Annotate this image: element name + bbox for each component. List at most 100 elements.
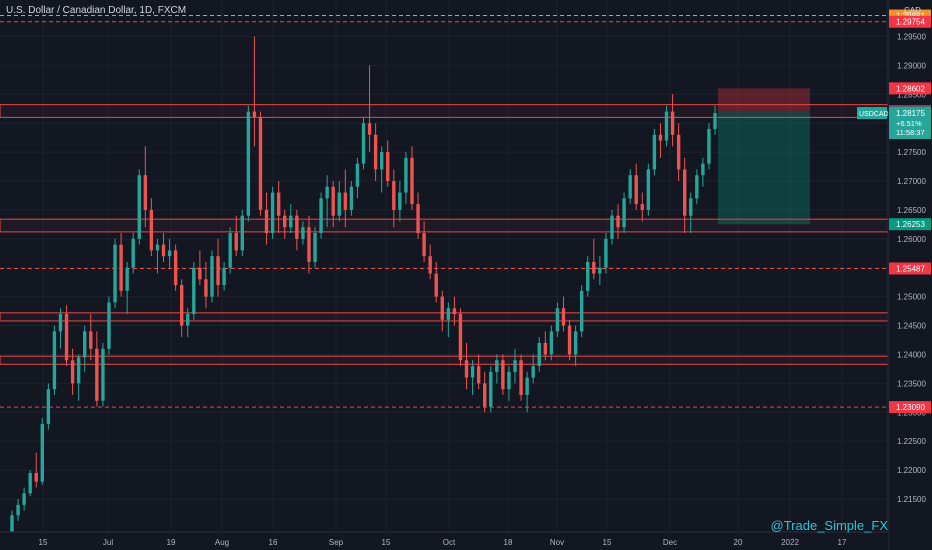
level-band [0,312,889,322]
candle [604,233,608,274]
candle [573,325,578,367]
candle-body [337,192,341,216]
candle [325,175,329,228]
candle-body [252,111,257,118]
y-tick-label: 1.21500 [897,495,926,504]
level-band [0,218,889,233]
candle [301,221,305,245]
candle-body [434,273,438,297]
candle-body [610,215,614,239]
candle [616,204,620,239]
candle-body [28,473,32,494]
candle [186,308,190,338]
candle [549,325,554,361]
candle [392,169,396,228]
candle-body [513,360,517,372]
candle-body [525,377,529,395]
candle [501,354,505,395]
candle [119,233,123,297]
candle-body [531,366,535,378]
candle-body [95,348,99,401]
candle-body [167,250,172,257]
candle-body [410,157,414,205]
candle-body [664,111,669,141]
candle [513,348,517,384]
candle-body [628,175,632,199]
candle-body [83,331,87,358]
candle [519,354,523,401]
candle [652,128,657,176]
candle [270,186,275,239]
level-price-label: 1.23090 [896,403,925,412]
candle-body [489,371,493,407]
candle-body [319,198,323,234]
candle [89,313,93,361]
x-tick-label: 15 [39,538,48,547]
price-label: 1.28602 [896,84,925,93]
candle [76,354,81,401]
candle [531,354,535,384]
candle [476,354,481,390]
candle-body [149,209,154,251]
candle [179,279,184,338]
level-price-label: 1.25487 [896,264,925,273]
candle-body [361,123,366,164]
candle [658,123,663,158]
candle-body [373,134,378,170]
price-change-label: +6.51% [896,119,922,128]
candle [22,487,26,511]
candle-body [276,192,281,216]
candle [646,163,651,216]
candle [107,296,111,355]
current-price-label: 1.28175 [896,109,925,118]
candle [670,94,675,147]
candle-body [101,348,105,401]
x-tick-label: Dec [663,538,677,547]
candle-body [331,186,335,216]
x-tick-label: 19 [167,538,176,547]
y-tick-label: 1.22500 [897,437,926,446]
candle [367,65,372,153]
candle [228,227,232,274]
x-tick-label: 15 [603,538,612,547]
candle-body [622,198,626,228]
y-tick-label: 1.26500 [897,206,926,215]
candle-body [137,175,141,239]
candle [422,221,426,262]
candle [40,418,45,485]
candle-body [416,204,420,234]
candle-body [695,175,699,199]
candle-countdown: 11:58:37 [896,128,925,137]
candle [664,105,669,147]
candle [676,123,681,181]
candle-body [143,175,148,210]
candle [343,169,348,228]
candle-body [70,360,75,384]
candle-body [573,331,578,355]
candle-body [567,325,572,355]
candle [125,261,129,314]
level-price-label-bg [889,15,931,28]
candle-body [313,233,317,262]
candle-body [64,313,69,361]
candle-body [240,215,244,251]
candle [567,319,572,361]
candle [83,325,87,372]
candle [689,192,693,234]
candle-body [682,169,687,216]
candle-body [258,117,263,210]
candle-body [125,267,129,291]
candle-body [179,285,184,326]
candle [622,192,626,234]
candle [101,342,105,407]
candle [46,383,51,430]
candle [695,169,699,205]
candle [246,105,251,222]
candle [483,371,487,413]
candle [537,337,541,372]
y-tick-label: 1.29500 [897,32,926,41]
candle [713,105,717,135]
candle-body [198,267,202,280]
candle [379,146,384,193]
